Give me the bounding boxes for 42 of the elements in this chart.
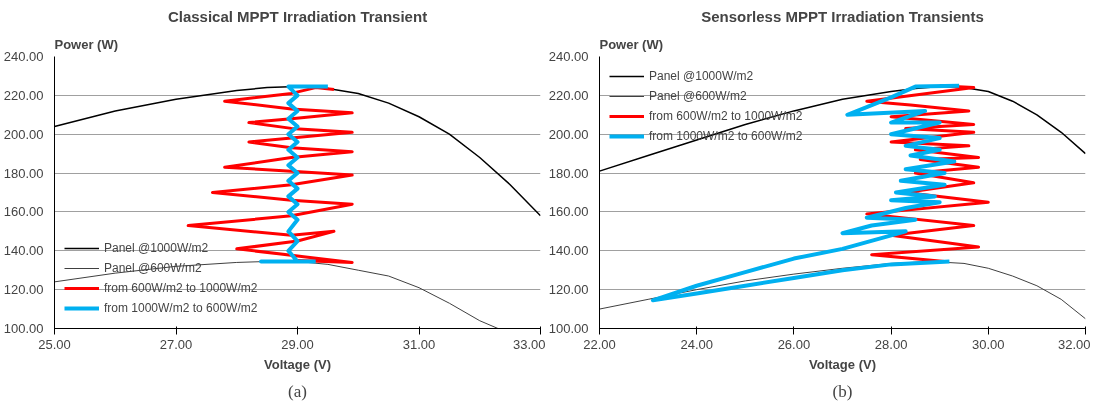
x-tick-label: 30.00	[972, 336, 1005, 352]
y-tick-label: 200.00	[3, 126, 44, 142]
legend-label: Panel @1000W/m2	[649, 69, 754, 83]
y-tick-label: 220.00	[548, 87, 589, 103]
x-tick-label: 32.00	[1057, 336, 1091, 352]
y-tick-label: 120.00	[3, 282, 44, 298]
y-tick-label: 180.00	[548, 165, 589, 181]
y-tick-label: 200.00	[548, 126, 589, 142]
x-tick-label: 27.00	[159, 336, 193, 352]
line-series	[259, 84, 330, 264]
y-axis-title: Power (W)	[599, 36, 664, 52]
y-tick-label: 240.00	[548, 49, 589, 64]
legend-label: from 1000W/m2 to 600W/m2	[104, 301, 258, 315]
x-tick-label: 24.00	[680, 336, 713, 352]
text: (a)	[288, 381, 307, 401]
y-tick-label: 120.00	[548, 282, 589, 298]
y-tick-label: 180.00	[3, 165, 44, 181]
legend-label: Panel @600W/m2	[649, 89, 747, 103]
chart-title: Sensorless MPPT Irradiation Transients	[701, 7, 984, 25]
y-tick-label: 160.00	[548, 204, 589, 220]
y-tick-label: 140.00	[548, 243, 589, 259]
x-tick-label: 26.00	[777, 336, 811, 352]
x-tick-label: 25.00	[38, 336, 71, 352]
y-tick-label: 220.00	[3, 87, 44, 103]
x-tick-label: 22.00	[583, 336, 616, 352]
legend-label: from 600W/m2 to 1000W/m2	[104, 281, 258, 295]
y-tick-label: 160.00	[3, 204, 44, 220]
y-tick-label: 100.00	[548, 321, 589, 336]
x-tick-label: 29.00	[281, 336, 314, 352]
x-axis-title: Voltage (V)	[264, 356, 331, 372]
y-tick-label: 240.00	[3, 49, 44, 64]
x-tick-label: 28.00	[874, 336, 908, 352]
legend-label: Panel @1000W/m2	[104, 241, 209, 255]
x-tick-label: 31.00	[402, 336, 436, 352]
y-tick-label: 100.00	[3, 321, 44, 336]
y-axis-title: Power (W)	[54, 36, 119, 52]
y-tick-label: 140.00	[3, 243, 44, 259]
line-series	[650, 83, 962, 303]
x-tick-label: 33.00	[512, 336, 546, 352]
x-axis-title: Voltage (V)	[809, 356, 876, 372]
chart-title: Classical MPPT Irradiation Transient	[167, 7, 428, 25]
text: (b)	[832, 381, 853, 401]
